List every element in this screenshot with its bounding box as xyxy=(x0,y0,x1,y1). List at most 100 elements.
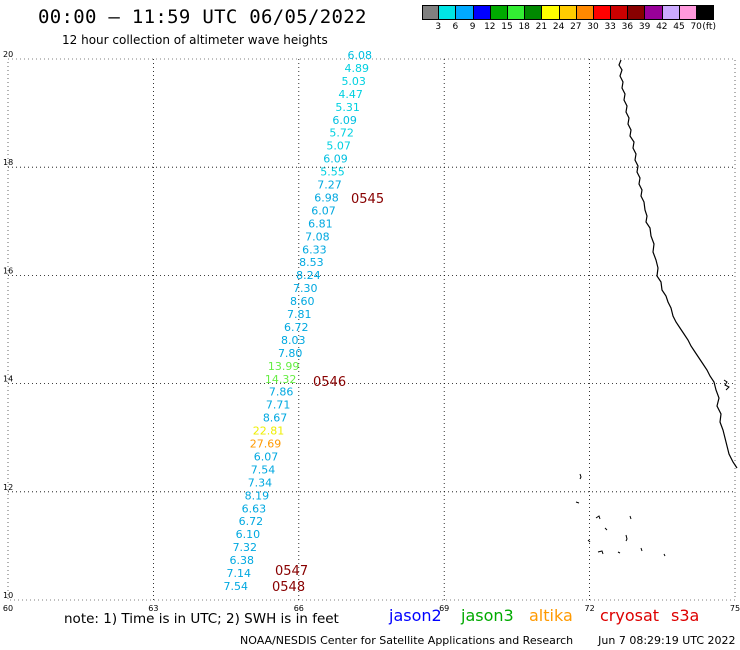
wave-height-label: 7.08 xyxy=(305,230,330,243)
legend-label: 15 xyxy=(501,22,513,32)
legend-label: 70 xyxy=(690,22,702,32)
wave-height-label: 6.38 xyxy=(230,554,255,567)
lon-tick-label: 63 xyxy=(148,604,158,613)
page-title: 00:00 – 11:59 UTC 06/05/2022 xyxy=(38,6,367,28)
lon-tick-label: 72 xyxy=(585,604,595,613)
lon-tick-label: 75 xyxy=(730,604,740,613)
legend-label: (ft) xyxy=(702,22,716,32)
satellite-name: jason2 xyxy=(389,606,442,625)
lat-tick-label: 18 xyxy=(3,158,13,167)
legend-label: 45 xyxy=(673,22,685,32)
legend-label: 18 xyxy=(518,22,530,32)
wave-height-label: 5.03 xyxy=(341,75,366,88)
wave-height-label: 6.81 xyxy=(308,217,333,230)
lat-tick-label: 14 xyxy=(3,375,13,384)
wave-height-label: 7.14 xyxy=(227,567,252,580)
wave-height-label: 7.27 xyxy=(317,179,342,192)
wave-height-label: 7.86 xyxy=(269,386,294,399)
wave-height-label: 7.32 xyxy=(233,541,258,554)
wave-height-label: 4.47 xyxy=(338,88,363,101)
lat-tick-label: 10 xyxy=(3,591,13,600)
wave-height-label: 7.80 xyxy=(278,347,303,360)
legend-swatch-5 xyxy=(507,5,526,20)
wave-height-label: 6.08 xyxy=(348,49,373,62)
wave-height-label: 8.03 xyxy=(281,334,306,347)
legend-swatch-6 xyxy=(525,5,543,20)
lat-tick-label: 20 xyxy=(3,50,13,59)
graticule xyxy=(7,58,736,601)
legend-swatch-2 xyxy=(456,5,474,20)
legend-swatch-12 xyxy=(628,5,646,20)
lon-tick-label: 69 xyxy=(439,604,449,613)
wave-height-label: 7.30 xyxy=(293,282,318,295)
legend-swatch-11 xyxy=(611,5,629,20)
legend-label: 36 xyxy=(621,22,634,32)
satellite-name: cryosat xyxy=(600,606,660,625)
legend-label: 33 xyxy=(604,22,616,32)
wave-height-label: 7.34 xyxy=(248,476,273,489)
color-scale-legend xyxy=(422,5,715,20)
legend-swatch-8 xyxy=(559,5,577,20)
wave-height-label: 6.10 xyxy=(236,528,261,541)
legend-swatch-14 xyxy=(662,5,680,20)
wave-height-label: 6.09 xyxy=(332,114,357,127)
wave-height-label: 4.89 xyxy=(344,62,369,75)
wave-height-label: 13.99 xyxy=(268,360,300,373)
wave-height-label: 6.09 xyxy=(323,153,348,166)
wave-height-label: 14.32 xyxy=(265,373,297,386)
timestamp-text: Jun 7 08:29:19 UTC 2022 xyxy=(598,634,736,647)
pass-time-label: 0546 xyxy=(313,375,346,390)
legend-swatch-0 xyxy=(422,5,440,20)
satellite-name: altika xyxy=(529,606,573,625)
legend-swatch-15 xyxy=(679,5,697,20)
footer-credit: NOAA/NESDIS Center for Satellite Applica… xyxy=(240,634,736,647)
page-subtitle: 12 hour collection of altimeter wave hei… xyxy=(62,33,328,47)
wave-height-label: 7.54 xyxy=(224,580,249,593)
pass-time-label: 0545 xyxy=(351,192,384,207)
wave-height-label: 7.54 xyxy=(251,463,276,476)
wave-height-label: 8.19 xyxy=(245,489,270,502)
legend-label: 42 xyxy=(656,22,668,32)
credit-text: NOAA/NESDIS Center for Satellite Applica… xyxy=(240,634,574,647)
color-scale-labels: 3 6 9 12 15 18 21 24 27 30 33 36 39 42 45 70 (ft) xyxy=(422,22,740,34)
legend-swatch-13 xyxy=(645,5,663,20)
legend-swatch-7 xyxy=(542,5,560,20)
wave-height-label: 5.07 xyxy=(326,140,351,153)
wave-height-label: 8.60 xyxy=(290,295,315,308)
legend-swatch-4 xyxy=(490,5,508,20)
wave-height-label: 6.07 xyxy=(311,204,336,217)
satellite-name: s3a xyxy=(671,606,700,625)
wave-height-label: 6.07 xyxy=(254,450,279,463)
islands xyxy=(575,379,730,557)
legend-label: 24 xyxy=(552,22,565,32)
lon-tick-label: 66 xyxy=(294,604,304,613)
wave-height-label: 8.53 xyxy=(299,256,324,269)
wave-height-label: 8.67 xyxy=(263,412,288,425)
legend-label: 12 xyxy=(484,22,496,32)
wave-height-label: 6.98 xyxy=(314,191,339,204)
lat-tick-label: 16 xyxy=(3,266,13,275)
footer-note: note: 1) Time is in UTC; 2) SWH is in fe… xyxy=(64,611,339,627)
legend-swatch-3 xyxy=(473,5,491,20)
coastline xyxy=(618,59,738,469)
wave-height-label: 5.31 xyxy=(335,101,360,114)
legend-label: 3 xyxy=(435,22,442,32)
wave-height-label: 6.72 xyxy=(239,515,264,528)
legend-swatch-9 xyxy=(576,5,594,20)
wave-height-label: 6.33 xyxy=(302,243,327,256)
lat-tick-label: 12 xyxy=(3,483,13,492)
wave-height-label: 7.71 xyxy=(266,399,291,412)
legend-label: 21 xyxy=(535,22,548,32)
wave-height-label: 6.72 xyxy=(284,321,309,334)
legend-label: 9 xyxy=(469,22,476,32)
legend-swatch-1 xyxy=(439,5,457,20)
wave-height-label: 5.55 xyxy=(320,166,345,179)
wave-height-label: 5.72 xyxy=(329,127,354,140)
wave-height-label: 22.81 xyxy=(253,425,285,438)
wave-height-label: 7.81 xyxy=(287,308,312,321)
legend-swatch-16 xyxy=(697,5,715,20)
satellite-name: jason3 xyxy=(461,606,514,625)
wave-height-label: 8.24 xyxy=(296,269,321,282)
